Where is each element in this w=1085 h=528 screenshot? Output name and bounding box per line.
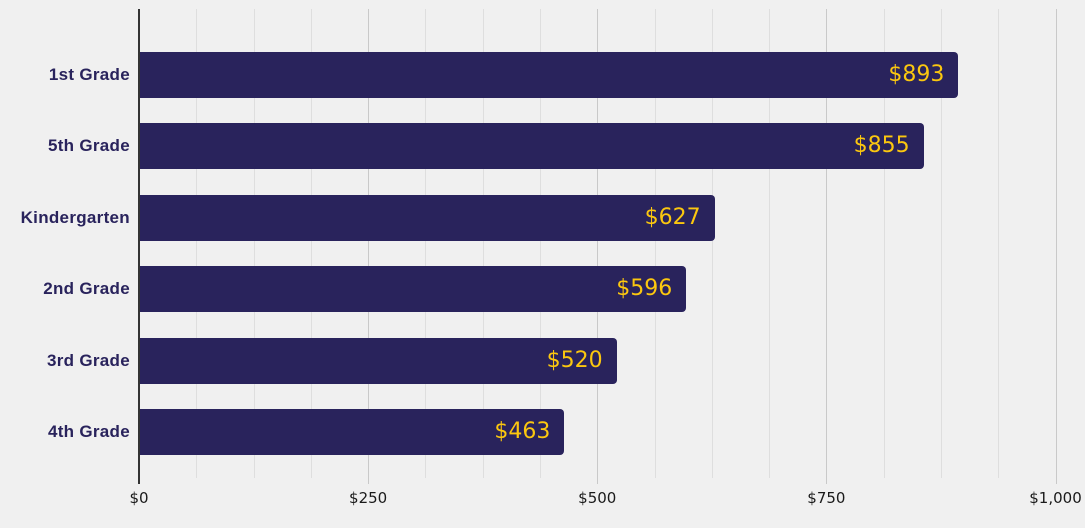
category-label: 2nd Grade <box>43 279 130 299</box>
x-tick-label: $1,000 <box>1029 489 1082 507</box>
value-label: $463 <box>494 419 551 444</box>
minor-gridline <box>539 9 541 478</box>
x-tick-label: $750 <box>807 489 846 507</box>
minor-gridline <box>940 9 942 478</box>
minor-gridline <box>883 9 885 478</box>
bar: $463 <box>140 409 565 455</box>
major-gridline <box>597 9 599 484</box>
bar: $520 <box>140 337 617 384</box>
minor-gridline <box>769 9 771 478</box>
x-tick-label: $250 <box>349 489 388 507</box>
value-label: $627 <box>644 204 701 230</box>
major-gridline <box>826 9 828 484</box>
category-label: 3rd Grade <box>46 350 130 370</box>
major-gridline <box>1055 9 1057 484</box>
category-label: 1st Grade <box>48 65 130 84</box>
bar: $893 <box>140 52 959 98</box>
category-label: 4th Grade <box>47 422 130 441</box>
minor-gridline <box>196 9 198 478</box>
value-label: $596 <box>616 276 673 302</box>
minor-gridline <box>998 9 1000 478</box>
bar: $596 <box>140 266 687 313</box>
minor-gridline <box>253 9 255 478</box>
minor-gridline <box>310 9 312 478</box>
x-tick-label: $0 <box>129 489 149 507</box>
minor-gridline <box>711 9 713 478</box>
minor-gridline <box>482 9 484 478</box>
value-label: $893 <box>888 62 945 87</box>
category-label: 5th Grade <box>47 136 130 156</box>
bar: $855 <box>140 123 924 170</box>
minor-gridline <box>654 9 656 478</box>
bar: $627 <box>140 194 715 241</box>
category-label: Kindergarten <box>20 207 130 227</box>
minor-gridline <box>425 9 427 478</box>
y-axis-line <box>138 9 140 484</box>
major-gridline <box>368 9 370 484</box>
value-label: $855 <box>853 133 910 159</box>
x-tick-label: $500 <box>578 489 617 507</box>
value-label: $520 <box>546 347 603 373</box>
